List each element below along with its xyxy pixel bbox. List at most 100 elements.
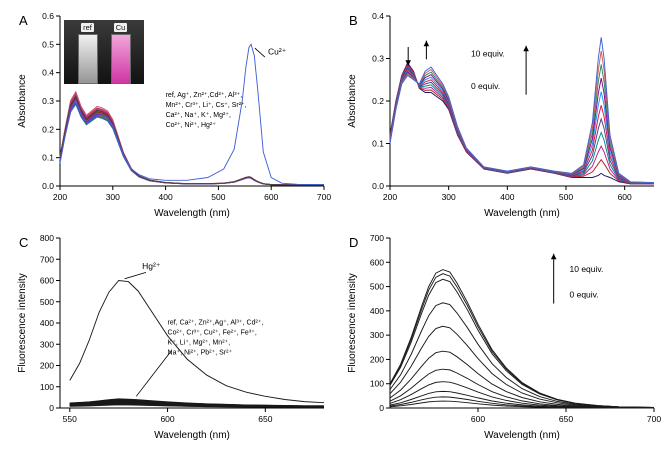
annotation-text: Cu²⁺ bbox=[268, 46, 287, 56]
annotation-arrow-head bbox=[405, 60, 411, 66]
x-axis-label: Wavelength (nm) bbox=[484, 430, 560, 441]
x-tick-label: 500 bbox=[559, 192, 573, 202]
cuvette-ref-liquid bbox=[77, 34, 98, 84]
cuvette-photo-inset: ref Cu bbox=[64, 20, 144, 84]
annotation-arrow-head bbox=[550, 253, 557, 260]
fluorescence-titration-chart: 600 650 700 0 100 200 300 400 500 600 700 Wavelengt… bbox=[347, 233, 661, 441]
y-axis-label: Absorbance bbox=[347, 74, 358, 128]
y-tick-label: 700 bbox=[370, 233, 384, 243]
x-tick-label: 300 bbox=[442, 192, 456, 202]
y-tick-label: 400 bbox=[40, 318, 54, 328]
panel-d: 600 650 700 0 100 200 300 400 500 600 700 Wavelengt… bbox=[344, 230, 664, 442]
y-tick-label: 0.1 bbox=[372, 139, 384, 149]
y-tick-label: 0.2 bbox=[42, 124, 54, 134]
annotation-text-line: Co²⁺, Ni²⁺, Hg²⁺ bbox=[166, 122, 217, 129]
x-axis-label: Wavelength (nm) bbox=[154, 208, 230, 219]
y-tick-label: 0.5 bbox=[42, 39, 54, 49]
y-tick-label: 0.0 bbox=[42, 181, 54, 191]
y-tick-label: 200 bbox=[40, 361, 54, 371]
series-titration bbox=[389, 278, 655, 408]
x-tick-label: 700 bbox=[647, 414, 661, 424]
y-axis-label: Absorbance bbox=[17, 74, 28, 128]
x-tick-label: 200 bbox=[53, 192, 67, 202]
y-tick-label: 200 bbox=[370, 354, 384, 364]
x-tick-label: 300 bbox=[106, 192, 120, 202]
cuvette-cu-liquid bbox=[110, 34, 131, 84]
panel-label: A bbox=[19, 13, 28, 28]
y-tick-label: 600 bbox=[370, 257, 384, 267]
x-tick-label: 700 bbox=[317, 192, 331, 202]
annotation-text: 0 equiv. bbox=[471, 81, 500, 91]
y-tick-label: 400 bbox=[370, 306, 384, 316]
annotation-text-line: Mn²⁺, Cr³⁺, Li⁺, Cs⁺, Sr²⁺, bbox=[166, 102, 247, 109]
x-tick-label: 650 bbox=[258, 414, 272, 424]
annotation-text-line: Ca²⁺, Na⁺, K⁺, Mg²⁺, bbox=[166, 112, 231, 119]
panel-a: 200 300 400 500 600 700 0.0 0.1 0.2 0.3 0.4 0.5 0.6 W… bbox=[14, 8, 334, 220]
y-tick-label: 300 bbox=[40, 339, 54, 349]
y-tick-label: 0 bbox=[379, 403, 384, 413]
y-tick-label: 700 bbox=[40, 254, 54, 264]
annotation-text: 0 equiv. bbox=[570, 290, 599, 300]
annotation-text-line: K⁺, Li⁺, Mg²⁺, Mn²⁺, bbox=[168, 340, 231, 347]
y-tick-label: 600 bbox=[40, 276, 54, 286]
series-titration bbox=[389, 68, 655, 184]
y-tick-label: 0.3 bbox=[372, 54, 384, 64]
fluorescence-selectivity-chart: 550 600 650 0 100 200 300 400 500 600 700 800 Wavele… bbox=[17, 233, 325, 441]
annotation-text: 10 equiv. bbox=[471, 48, 505, 58]
x-tick-label: 550 bbox=[63, 414, 77, 424]
panel-b: 200 300 400 500 600 0.0 0.1 0.2 0.3 0.4 Wavelength… bbox=[344, 8, 664, 220]
y-tick-label: 0.4 bbox=[372, 11, 384, 21]
cuvette-cu-label: Cu bbox=[113, 23, 128, 32]
annotation-text: 10 equiv. bbox=[570, 264, 604, 274]
series-titration bbox=[389, 350, 655, 409]
y-tick-label: 0 bbox=[49, 403, 54, 413]
annotation-arrow-head bbox=[523, 45, 529, 52]
y-tick-label: 0.6 bbox=[42, 11, 54, 21]
absorbance-selectivity-chart: 200 300 400 500 600 700 0.0 0.1 0.2 0.3 0.4 0.5 0.6 W… bbox=[17, 11, 331, 219]
y-tick-label: 500 bbox=[40, 297, 54, 307]
x-tick-label: 600 bbox=[618, 192, 632, 202]
x-axis-label: Wavelength (nm) bbox=[484, 208, 560, 219]
cuvette-ref-label: ref bbox=[81, 23, 94, 32]
annotation-text-line: ref, Ca²⁺, Zn²⁺,Ag⁺, Al³⁺, Cd²⁺, bbox=[168, 320, 264, 327]
y-tick-label: 500 bbox=[370, 282, 384, 292]
annotation-text: Hg²⁺ bbox=[142, 261, 161, 271]
series-Cu²⁺ bbox=[59, 43, 325, 186]
cuvette-cu: Cu bbox=[109, 23, 133, 84]
panel-label: C bbox=[19, 235, 28, 250]
y-tick-label: 100 bbox=[370, 379, 384, 389]
series-titration bbox=[389, 400, 655, 409]
panel-c: 550 600 650 0 100 200 300 400 500 600 700 800 Wavele… bbox=[14, 230, 334, 442]
series-other-metals bbox=[69, 404, 324, 408]
y-tick-label: 0.1 bbox=[42, 153, 54, 163]
series-titration bbox=[389, 368, 655, 409]
x-tick-label: 500 bbox=[211, 192, 225, 202]
x-tick-label: 200 bbox=[383, 192, 397, 202]
y-axis-label: Fluorescence intensity bbox=[17, 273, 28, 373]
absorbance-titration-chart: 200 300 400 500 600 0.0 0.1 0.2 0.3 0.4 Wavelength… bbox=[347, 11, 655, 219]
y-tick-label: 800 bbox=[40, 233, 54, 243]
y-tick-label: 100 bbox=[40, 382, 54, 392]
y-axis-label: Fluorescence intensity bbox=[347, 273, 358, 373]
x-tick-label: 650 bbox=[559, 414, 573, 424]
y-tick-label: 0.4 bbox=[42, 68, 54, 78]
x-tick-label: 600 bbox=[264, 192, 278, 202]
x-tick-label: 600 bbox=[471, 414, 485, 424]
annotation-arrow-head bbox=[423, 40, 430, 47]
y-tick-label: 300 bbox=[370, 330, 384, 340]
annotation-pointer-line bbox=[124, 272, 147, 280]
x-tick-label: 400 bbox=[500, 192, 514, 202]
series-titration bbox=[389, 302, 655, 409]
annotation-pointer-line bbox=[135, 350, 172, 397]
x-tick-label: 400 bbox=[159, 192, 173, 202]
cuvette-ref: ref bbox=[76, 23, 100, 84]
series-titration bbox=[389, 269, 655, 408]
x-tick-label: 600 bbox=[160, 414, 174, 424]
annotation-text-line: Na⁺, Ni²⁺, Pb²⁺, Sr²⁺ bbox=[168, 350, 233, 357]
panel-label: B bbox=[349, 13, 358, 28]
y-tick-label: 0.3 bbox=[42, 96, 54, 106]
annotation-text-line: ref, Ag⁺, Zn²⁺,Cd²⁺, Al³⁺, bbox=[166, 92, 243, 99]
panel-label: D bbox=[349, 235, 358, 250]
series-titration bbox=[389, 37, 655, 184]
